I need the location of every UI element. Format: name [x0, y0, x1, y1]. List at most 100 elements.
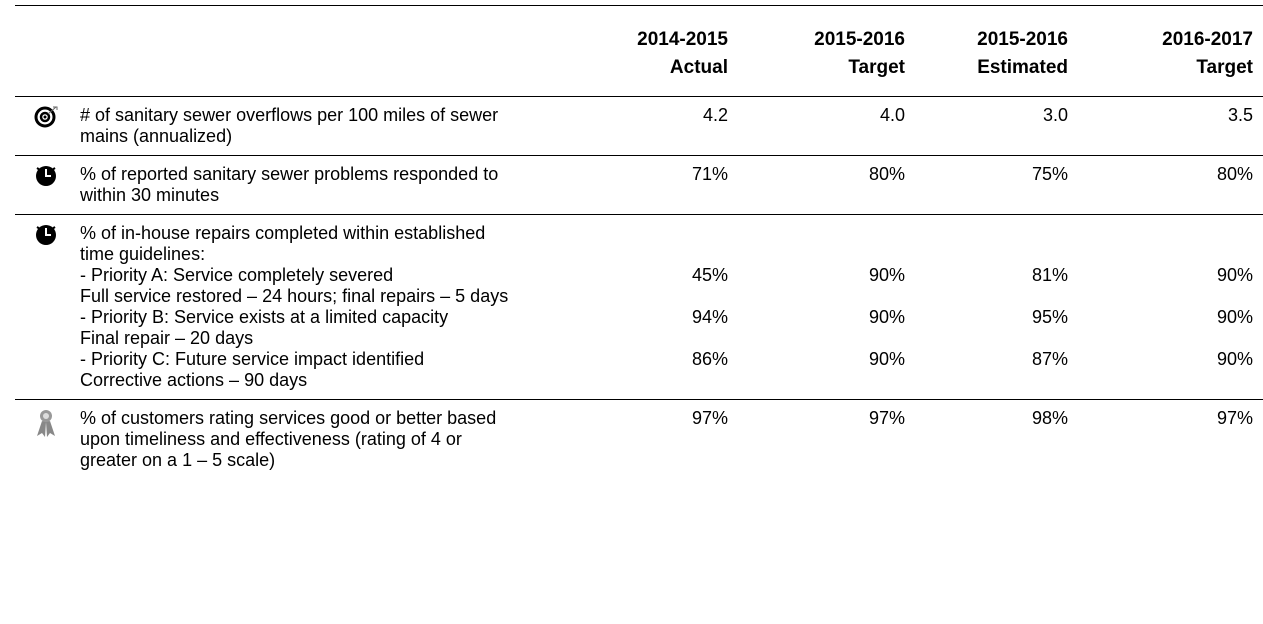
sub-row: - Priority A: Service completely severed… — [15, 265, 1263, 307]
icon-cell — [15, 349, 80, 400]
value: 98% — [1031, 408, 1068, 428]
value: 95% — [1031, 307, 1068, 327]
row: % of reported sanitary sewer problems re… — [15, 155, 1263, 215]
value: 90% — [1216, 349, 1253, 369]
value-cell: 97% — [1068, 400, 1263, 480]
icon-cell — [15, 400, 80, 480]
value: 97% — [1216, 408, 1253, 428]
blank — [80, 5, 600, 97]
label-cell: % of reported sanitary sewer problems re… — [80, 155, 600, 215]
value-cell — [600, 215, 728, 266]
sub-detail: Corrective actions – 90 days — [80, 370, 308, 390]
value-cell: 75% — [905, 155, 1068, 215]
column-kind: Actual — [669, 57, 728, 78]
value-cell: 90% — [728, 265, 905, 307]
value-cell: 98% — [905, 400, 1068, 480]
value-cell — [728, 215, 905, 266]
value-cell: 90% — [728, 349, 905, 400]
value: 45% — [691, 265, 728, 285]
value-cell: 80% — [1068, 155, 1263, 215]
icon-cell — [15, 215, 80, 266]
row-icon — [34, 165, 57, 187]
icon-cell — [15, 96, 80, 156]
sub-label-block: - Priority C: Future service impact iden… — [80, 349, 585, 391]
value: 97% — [868, 408, 905, 428]
value: 81% — [1031, 265, 1068, 285]
value-cell: 94% — [600, 307, 728, 349]
value: 3.5 — [1227, 105, 1253, 125]
performance-table: 2014-2015 Actual 2015-2016 Target 2015-2016 E… — [15, 5, 1263, 479]
value-cell: 81% — [905, 265, 1068, 307]
value: 97% — [691, 408, 728, 428]
sub-label: - Priority B: Service exists at a limite… — [80, 307, 449, 327]
row-label: # of sanitary sewer overflows per 100 mi… — [80, 105, 499, 146]
value-cell: 90% — [1068, 307, 1263, 349]
column-period: 2015-2016 — [977, 29, 1068, 50]
value: 75% — [1031, 164, 1068, 184]
value: 4.0 — [879, 105, 905, 125]
column-period: 2014-2015 — [637, 29, 728, 50]
value-cell: 87% — [905, 349, 1068, 400]
value-cell: 45% — [600, 265, 728, 307]
value: 3.0 — [1042, 105, 1068, 125]
sub-row: - Priority C: Future service impact iden… — [15, 349, 1263, 400]
value-cell: 4.0 — [728, 96, 905, 156]
column-kind: Target — [848, 57, 905, 78]
value-cell: 71% — [600, 155, 728, 215]
value: 80% — [868, 164, 905, 184]
row-label: % of customers rating services good or b… — [80, 408, 497, 470]
value: 80% — [1216, 164, 1253, 184]
value-cell — [905, 215, 1068, 266]
value: 94% — [691, 307, 728, 327]
value-cell: 97% — [600, 400, 728, 480]
value: 90% — [1216, 265, 1253, 285]
value: 90% — [868, 265, 905, 285]
sub-label-block: - Priority B: Service exists at a limite… — [80, 307, 585, 349]
value-cell: 90% — [1068, 349, 1263, 400]
value-cell: 90% — [1068, 265, 1263, 307]
value-cell: 3.0 — [905, 96, 1068, 156]
row-icon — [34, 105, 58, 128]
row-icon — [34, 224, 57, 246]
label-cell: - Priority C: Future service impact iden… — [80, 349, 600, 400]
column-period: 2016-2017 — [1162, 29, 1253, 50]
column-header: 2015-2016 Estimated — [905, 5, 1068, 97]
column-header: 2014-2015 Actual — [600, 5, 728, 97]
value-cell: 86% — [600, 349, 728, 400]
value-cell: 95% — [905, 307, 1068, 349]
value: 71% — [691, 164, 728, 184]
sub-label-block: - Priority A: Service completely severed… — [80, 265, 585, 307]
value: 90% — [868, 307, 905, 327]
row: % of customers rating services good or b… — [15, 400, 1263, 480]
row-label: % of in-house repairs completed within e… — [80, 223, 486, 264]
label-cell: - Priority B: Service exists at a limite… — [80, 307, 600, 349]
row-label: % of reported sanitary sewer problems re… — [80, 164, 499, 205]
column-kind: Estimated — [977, 57, 1068, 78]
value-cell: 4.2 — [600, 96, 728, 156]
sub-label: - Priority A: Service completely severed — [80, 265, 394, 285]
sub-detail: Final repair – 20 days — [80, 328, 254, 348]
row: # of sanitary sewer overflows per 100 mi… — [15, 96, 1263, 156]
column-period: 2015-2016 — [814, 29, 905, 50]
column-header: 2016-2017 Target — [1068, 5, 1263, 97]
column-header: 2015-2016 Target — [728, 5, 905, 97]
value: 4.2 — [702, 105, 728, 125]
label-cell: # of sanitary sewer overflows per 100 mi… — [80, 96, 600, 156]
row-icon — [36, 410, 55, 437]
row: % of in-house repairs completed within e… — [15, 215, 1263, 266]
icon-cell — [15, 155, 80, 215]
blank — [15, 5, 80, 97]
label-cell: % of in-house repairs completed within e… — [80, 215, 600, 266]
value-cell: 3.5 — [1068, 96, 1263, 156]
value-cell: 97% — [728, 400, 905, 480]
icon-cell — [15, 307, 80, 349]
column-kind: Target — [1196, 57, 1253, 78]
label-cell: % of customers rating services good or b… — [80, 400, 600, 480]
sub-detail: Full service restored – 24 hours; final … — [80, 286, 509, 306]
value-cell — [1068, 215, 1263, 266]
header-row: 2014-2015 Actual 2015-2016 Target 2015-2016 E… — [15, 5, 1263, 97]
value: 86% — [691, 349, 728, 369]
value: 90% — [1216, 307, 1253, 327]
sub-row: - Priority B: Service exists at a limite… — [15, 307, 1263, 349]
